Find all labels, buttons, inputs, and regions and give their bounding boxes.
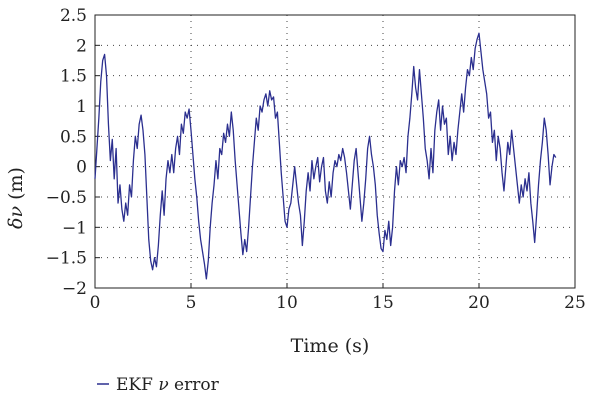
y-tick-label: −0.5 [46, 188, 87, 208]
x-tick-label: 25 [564, 293, 586, 313]
series-line-ekf-error [94, 32, 557, 280]
x-tick-label: 20 [468, 293, 490, 313]
axis-ticks [94, 14, 576, 289]
y-tick-label: −1.5 [46, 249, 87, 269]
x-tick-label: 0 [90, 293, 101, 313]
y-tick-label: 1.5 [60, 67, 87, 87]
y-axis-label: δν (m) [5, 167, 27, 229]
legend-label-ekf-error: EKF ν error [116, 375, 220, 395]
y-tick-label: 1 [76, 97, 87, 117]
x-tick-label: 15 [372, 293, 394, 313]
y-tick-label: 0 [76, 158, 87, 178]
plot-frame [94, 14, 576, 289]
y-tick-label: −2 [62, 279, 87, 299]
y-axis-unit: (m) [5, 167, 27, 206]
tick-labels: 0 5 10 15 20 25 −2 −1.5 −1 −0.5 0 0.5 1 1.5 2 2.5 [46, 6, 586, 313]
y-tick-label: 2.5 [60, 6, 87, 26]
x-tick-label: 5 [186, 293, 197, 313]
grid-lines [95, 15, 575, 288]
y-axis-symbol: δν [5, 206, 27, 229]
x-axis-label: Time (s) [291, 335, 370, 357]
legend: EKF ν error [97, 375, 220, 395]
y-tick-label: 0.5 [60, 127, 87, 147]
y-tick-label: −1 [62, 218, 87, 238]
y-tick-label: 2 [76, 36, 87, 56]
x-tick-label: 10 [276, 293, 298, 313]
